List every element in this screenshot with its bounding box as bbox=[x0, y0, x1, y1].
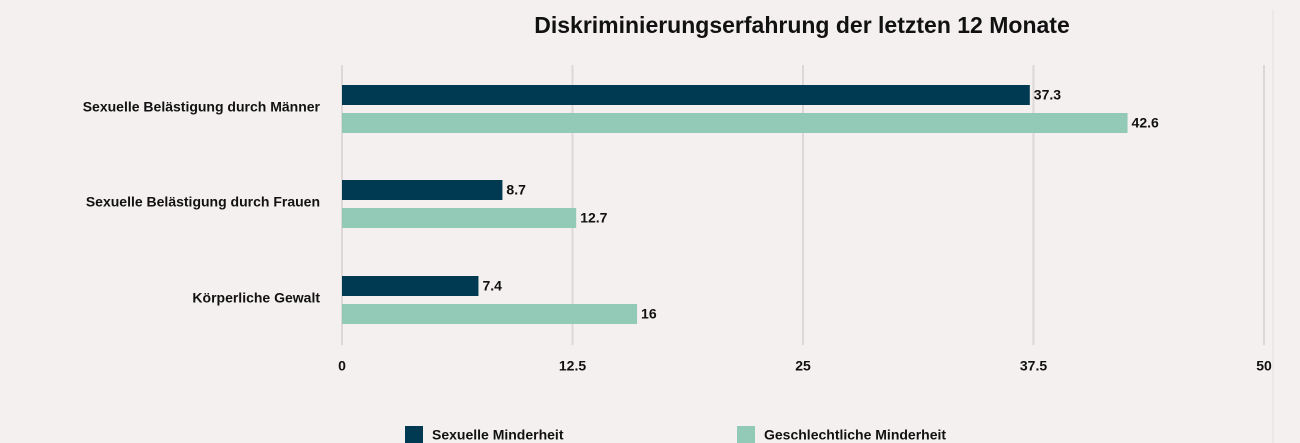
y-tick-label: Sexuelle Belästigung durch Frauen bbox=[86, 194, 320, 210]
data-label: 16 bbox=[641, 306, 657, 322]
data-label: 7.4 bbox=[482, 278, 502, 294]
chart-title: Diskriminierungserfahrung der letzten 12… bbox=[534, 12, 1070, 38]
data-label: 12.7 bbox=[580, 210, 607, 226]
y-tick-label: Körperliche Gewalt bbox=[192, 290, 320, 306]
data-label: 42.6 bbox=[1132, 115, 1159, 131]
legend-label: Sexuelle Minderheit bbox=[432, 427, 564, 443]
bar bbox=[342, 85, 1030, 105]
x-tick-label: 0 bbox=[338, 358, 346, 374]
x-tick-label: 50 bbox=[1256, 358, 1272, 374]
bar bbox=[342, 276, 479, 296]
legend-swatch bbox=[405, 426, 423, 443]
x-tick-label: 25 bbox=[795, 358, 811, 374]
bar bbox=[342, 304, 638, 324]
bar bbox=[342, 208, 577, 228]
legend-label: Geschlechtliche Minderheit bbox=[764, 427, 946, 443]
data-label: 8.7 bbox=[506, 182, 526, 198]
x-tick-label: 12.5 bbox=[559, 358, 586, 374]
legend-swatch bbox=[737, 426, 755, 443]
bar bbox=[342, 180, 503, 200]
data-label: 37.3 bbox=[1034, 87, 1061, 103]
x-tick-label: 37.5 bbox=[1020, 358, 1047, 374]
y-tick-label: Sexuelle Belästigung durch Männer bbox=[83, 99, 321, 115]
bar bbox=[342, 113, 1128, 133]
